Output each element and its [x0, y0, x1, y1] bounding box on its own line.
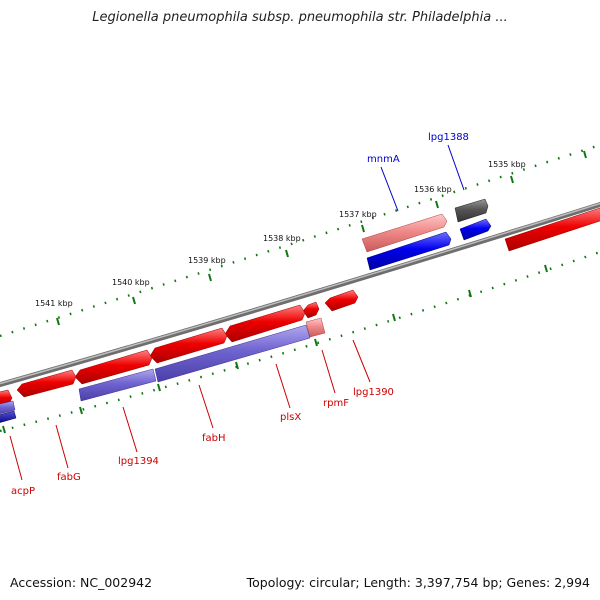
- gene-label-fabG[interactable]: fabG: [57, 472, 81, 483]
- gene-arrow-lpg1388-blue[interactable]: [459, 218, 492, 241]
- gene-label-mnmA[interactable]: mnmA: [367, 154, 400, 165]
- gene-arrow-lpg1390[interactable]: [324, 289, 359, 312]
- gene-arrow-rpmF[interactable]: [302, 301, 320, 319]
- gene-label-lpg1388[interactable]: lpg1388: [428, 132, 469, 143]
- gene-label-lpg1390[interactable]: lpg1390: [353, 387, 394, 398]
- leader-mnmA: [380, 166, 399, 212]
- leader-lpg1390: [352, 339, 371, 383]
- leader-fabG: [55, 424, 69, 469]
- genome-backbone: [0, 201, 600, 388]
- leader-acpP: [9, 435, 23, 481]
- inner-tick-ring: [0, 250, 600, 433]
- gene-arrow-rpmF-operon[interactable]: [305, 317, 326, 338]
- leader-lpg1388: [447, 144, 465, 191]
- gene-arrow-fabG[interactable]: [16, 369, 77, 398]
- gene-label-rpmF[interactable]: rpmF: [323, 398, 349, 409]
- gene-arrow-acpP-blue[interactable]: [0, 410, 17, 424]
- operon-bar-edge[interactable]: [0, 400, 16, 415]
- inner-strand-genes: [0, 207, 600, 424]
- gene-arrow-lpg1388-gray[interactable]: [454, 198, 489, 223]
- operon-bar-right[interactable]: [154, 324, 311, 383]
- scale-label-1538: 1538 kbp: [263, 234, 301, 243]
- gene-label-fabH[interactable]: fabH: [202, 433, 226, 444]
- scale-labels: 1535 kbp 1536 kbp 1537 kbp 1538 kbp 1539…: [35, 160, 526, 308]
- gene-label-lpg1394[interactable]: lpg1394: [118, 456, 159, 467]
- gene-labels: lpg1388 mnmA lpg1390 rpmF plsX fabH lpg1…: [11, 132, 469, 497]
- map-title: Legionella pneumophila subsp. pneumophil…: [92, 10, 508, 25]
- gene-arrow-mnmA-protein[interactable]: [366, 231, 452, 271]
- leader-rpmF: [321, 349, 336, 394]
- leader-fabH: [198, 384, 214, 429]
- scale-label-1535: 1535 kbp: [488, 160, 526, 169]
- scale-label-1539: 1539 kbp: [188, 256, 226, 265]
- outer-major-ticks: [56, 150, 587, 326]
- leader-plsX: [275, 363, 291, 409]
- accession-text: Accession: NC_002942: [10, 575, 153, 590]
- gene-label-plsX[interactable]: plsX: [280, 412, 301, 423]
- gene-arrow-mnmA-cds[interactable]: [361, 213, 448, 253]
- outer-strand-genes: [361, 198, 492, 271]
- label-leaders: [9, 144, 465, 481]
- genome-info-text: Topology: circular; Length: 3,397,754 bp…: [246, 575, 590, 590]
- scale-label-1540: 1540 kbp: [112, 278, 150, 287]
- inner-major-ticks: [2, 264, 548, 434]
- scale-label-1541: 1541 kbp: [35, 299, 73, 308]
- scale-label-1537: 1537 kbp: [339, 210, 377, 219]
- gene-label-acpP[interactable]: acpP: [11, 486, 35, 497]
- operon-bar-left[interactable]: [78, 368, 157, 402]
- scale-label-1536: 1536 kbp: [414, 185, 452, 194]
- leader-lpg1394: [122, 406, 138, 453]
- gene-arrow-lpg1387[interactable]: [504, 207, 600, 252]
